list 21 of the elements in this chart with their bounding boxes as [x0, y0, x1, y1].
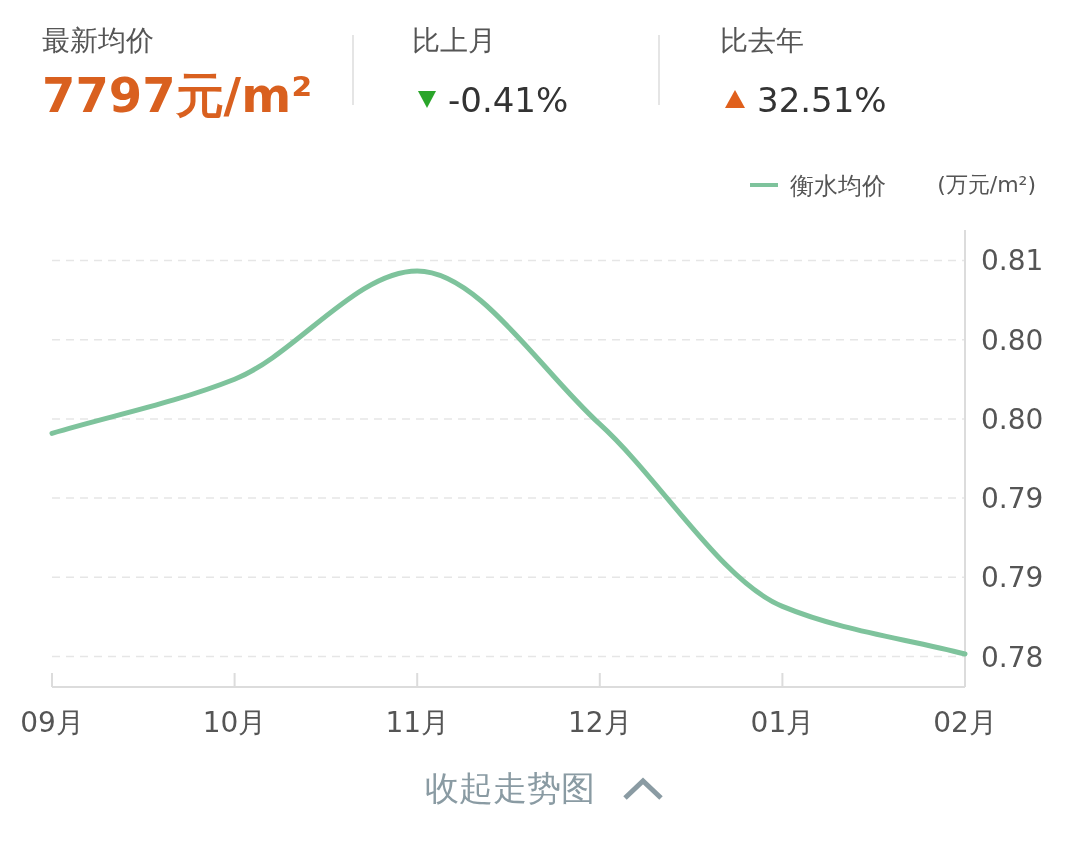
- legend-label: 衡水均价: [790, 172, 886, 200]
- y-tick-label: 0.80: [981, 402, 1044, 436]
- x-tick-label: 01月: [750, 706, 815, 739]
- y-tick-label: 0.81: [981, 244, 1044, 278]
- x-tick-label: 12月: [567, 706, 632, 739]
- text: 收起走势图: [425, 768, 595, 808]
- text: -0.41%: [448, 80, 569, 120]
- y-axis-title: (万元/m²): [937, 172, 1036, 197]
- y-tick-label: 0.78: [981, 640, 1044, 674]
- text: 最新均价: [42, 24, 154, 57]
- text: 比去年: [720, 24, 804, 57]
- y-tick-label: 0.79: [981, 561, 1044, 595]
- text: 比上月: [412, 24, 496, 57]
- x-tick-label: 11月: [385, 706, 450, 739]
- y-tick-label: 0.80: [981, 323, 1044, 357]
- text: 32.51%: [757, 80, 887, 120]
- x-tick-label: 10月: [202, 706, 267, 739]
- x-tick-label: 02月: [933, 706, 997, 739]
- text: 7797元/m²: [42, 67, 313, 123]
- x-tick-label: 09月: [20, 706, 84, 739]
- y-tick-label: 0.79: [981, 482, 1044, 516]
